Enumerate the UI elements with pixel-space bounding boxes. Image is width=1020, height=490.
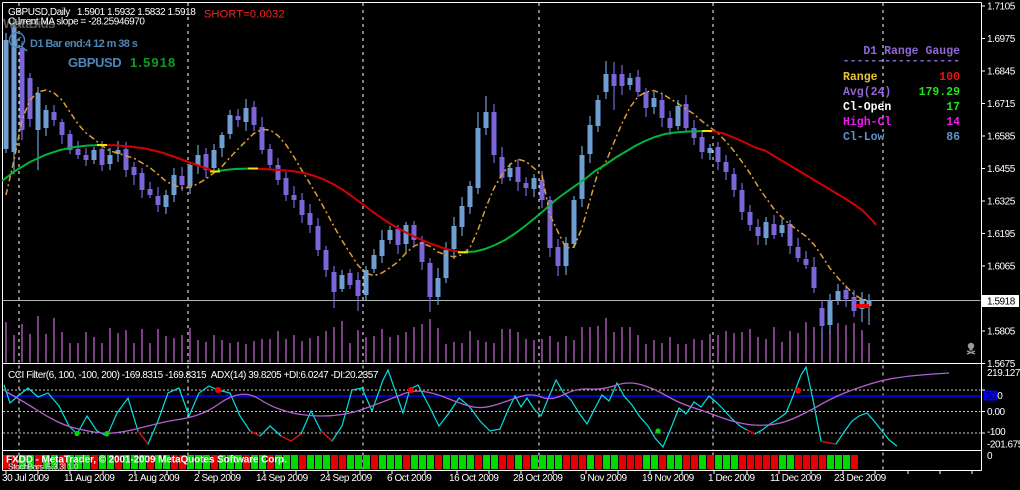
- svg-text:219.1273: 219.1273: [987, 368, 1020, 379]
- svg-text:14: 14: [946, 116, 960, 129]
- svg-text:0: 0: [987, 451, 993, 462]
- svg-text:1.6455: 1.6455: [987, 164, 1016, 175]
- svg-text:1.6325: 1.6325: [987, 197, 1016, 208]
- svg-text:1.5805: 1.5805: [987, 327, 1016, 338]
- svg-text:100: 100: [939, 71, 960, 84]
- svg-text:1.6585: 1.6585: [987, 132, 1016, 143]
- svg-text:2 Sep 2009: 2 Sep 2009: [194, 473, 242, 484]
- svg-text:High-Cl: High-Cl: [843, 116, 891, 129]
- svg-text:9 Nov 2009: 9 Nov 2009: [580, 473, 628, 484]
- svg-text:Current MA slope = -28.2594697: Current MA slope = -28.25946970: [8, 17, 145, 28]
- svg-text:1.6715: 1.6715: [987, 99, 1016, 110]
- svg-text:1.7105: 1.7105: [987, 2, 1016, 13]
- svg-text:D1 Range Gauge: D1 Range Gauge: [863, 45, 960, 58]
- svg-text:11 Dec 2009: 11 Dec 2009: [770, 473, 822, 484]
- svg-text:CCI Filter(6, 100, -100, 200): CCI Filter(6, 100, -100, 200) -169.8315 …: [8, 370, 379, 381]
- svg-text:GBPUSD: GBPUSD: [68, 55, 121, 70]
- svg-text:1.6975: 1.6975: [987, 34, 1016, 45]
- svg-text:WattBids: WattBids: [3, 16, 55, 31]
- svg-text:1.6845: 1.6845: [987, 67, 1016, 78]
- svg-text:GBPUSD,Daily 1.5901 1.5932 1: GBPUSD,Daily 1.5901 1.5932 1.5832 1.5918: [8, 7, 196, 18]
- svg-text:SHORT=0.0032: SHORT=0.0032: [204, 9, 285, 21]
- svg-text:-100: -100: [987, 427, 1006, 438]
- svg-text:11 Aug 2009: 11 Aug 2009: [64, 473, 115, 484]
- svg-text:1.5918: 1.5918: [130, 55, 176, 70]
- svg-text:21 Aug 2009: 21 Aug 2009: [128, 473, 180, 484]
- svg-text:1.5918: 1.5918: [987, 297, 1016, 308]
- svg-text:Cl-Open: Cl-Open: [843, 101, 891, 114]
- svg-text:28 Oct 2009: 28 Oct 2009: [513, 473, 563, 484]
- svg-text:FXDD - MetaTrader, © 2001-2009: FXDD - MetaTrader, © 2001-2009 MetaQuote…: [6, 455, 287, 466]
- svg-text:23 Dec 2009: 23 Dec 2009: [834, 473, 887, 484]
- svg-text:Range: Range: [843, 71, 878, 84]
- svg-text:24 Sep 2009: 24 Sep 2009: [320, 473, 373, 484]
- svg-text:19 Nov 2009: 19 Nov 2009: [642, 473, 695, 484]
- svg-text:86: 86: [946, 131, 960, 144]
- svg-text:-201.6757: -201.6757: [987, 440, 1020, 451]
- svg-text:Cl-Low: Cl-Low: [843, 131, 885, 144]
- svg-text:-----------------: -----------------: [843, 55, 960, 68]
- svg-text:0.00: 0.00: [987, 407, 1006, 418]
- svg-text:6 Oct 2009: 6 Oct 2009: [387, 473, 432, 484]
- svg-text:16 Oct 2009: 16 Oct 2009: [449, 473, 499, 484]
- svg-text:14 Sep 2009: 14 Sep 2009: [256, 473, 309, 484]
- svg-text:30 Jul 2009: 30 Jul 2009: [2, 473, 50, 484]
- svg-text:17: 17: [946, 101, 960, 114]
- svg-text:Avg(24): Avg(24): [843, 86, 891, 99]
- svg-text:30: 30: [986, 391, 997, 402]
- svg-text:1.6195: 1.6195: [987, 229, 1016, 240]
- svg-text:StochBars [5,3,3] 1.0: StochBars [5,3,3] 1.0: [8, 462, 79, 472]
- svg-text:1 Dec 2009: 1 Dec 2009: [708, 473, 756, 484]
- svg-text:1.5675: 1.5675: [987, 359, 1016, 370]
- svg-text:D1 Bar end:4 12 m 38 s: D1 Bar end:4 12 m 38 s: [30, 38, 138, 50]
- svg-text:179.29: 179.29: [919, 86, 961, 99]
- svg-text:1.6065: 1.6065: [987, 262, 1016, 273]
